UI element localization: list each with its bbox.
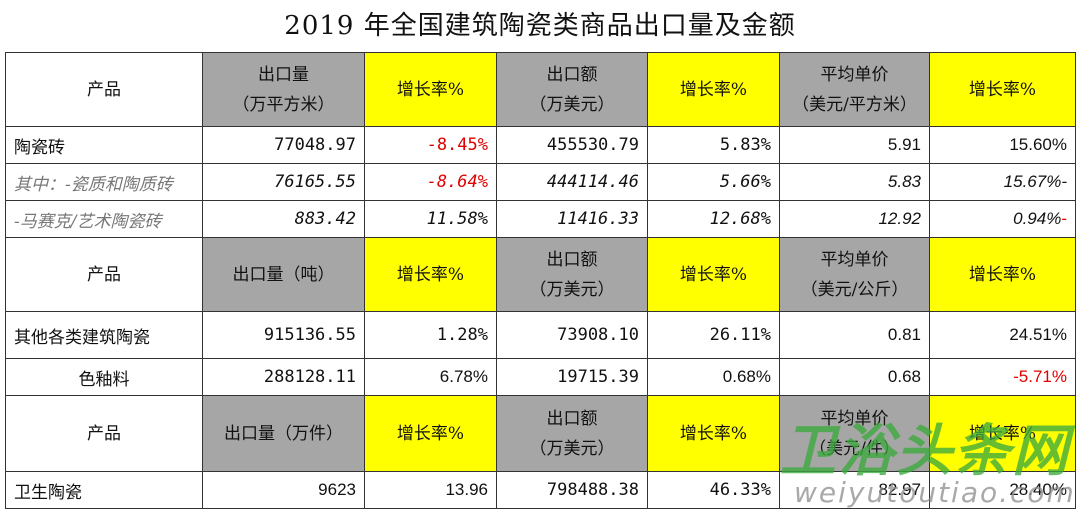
row-label: 其他各类建筑陶瓷 (5, 311, 203, 359)
cell-price-growth: -5.71% (929, 358, 1076, 396)
cell-qty: 76165.55 (202, 163, 365, 201)
header-price-growth: 增长率% (929, 52, 1076, 127)
cell-amount: 11416.33 (496, 200, 648, 238)
header-product: 产品 (5, 237, 203, 312)
cell-amount-growth: 0.68% (647, 358, 780, 396)
header-avg-price: 平均单价 （美元/公斤） (779, 237, 930, 312)
cell-price-growth: 0.94%- (929, 200, 1076, 238)
cell-amount: 19715.39 (496, 358, 648, 396)
table-row: 其中：-瓷质和陶质砖 76165.55 -8.64% 444114.46 5.6… (5, 163, 1076, 201)
header-product: 产品 (5, 395, 203, 472)
section2-header-row: 产品 出口量（吨） 增长率% 出口额 （万美元） 增长率% 平均单价 （美元/公斤）… (5, 237, 1076, 312)
header-amount-growth: 增长率% (647, 52, 780, 127)
row-label: 其中：-瓷质和陶质砖 (5, 163, 203, 201)
header-avg-price: 平均单价 （美元/平方米） (779, 52, 930, 127)
header-price-growth: 增长率% (929, 395, 1076, 472)
cell-price-growth: 15.67%- (929, 163, 1076, 201)
cell-amount-growth: 12.68% (647, 200, 780, 238)
cell-qty-growth: -8.45% (364, 126, 497, 164)
header-export-amount: 出口额 （万美元） (496, 237, 648, 312)
cell-price: 5.91 (779, 126, 930, 164)
table-row: 色釉料 288128.11 6.78% 19715.39 0.68% 0.68 … (5, 358, 1076, 396)
table-row: 卫生陶瓷 9623 13.96 798488.38 46.33% 82.97 2… (5, 471, 1076, 509)
cell-qty-growth: 1.28% (364, 311, 497, 359)
row-label: 色釉料 (5, 358, 203, 396)
cell-amount: 73908.10 (496, 311, 648, 359)
cell-qty: 915136.55 (202, 311, 365, 359)
header-price-growth: 增长率% (929, 237, 1076, 312)
header-export-amount: 出口额 （万美元） (496, 395, 648, 472)
trailing-dash: - (1061, 172, 1067, 191)
cell-price: 0.68 (779, 358, 930, 396)
cell-amount: 798488.38 (496, 471, 648, 509)
cell-price-growth: 24.51% (929, 311, 1076, 359)
cell-qty: 883.42 (202, 200, 365, 238)
cell-qty-growth: 11.58% (364, 200, 497, 238)
row-label: 陶瓷砖 (5, 126, 203, 164)
header-export-qty: 出口量 （万平方米） (202, 52, 365, 127)
header-export-qty: 出口量（万件） (202, 395, 365, 472)
cell-amount: 444114.46 (496, 163, 648, 201)
cell-price-growth: 28.40% (929, 471, 1076, 509)
cell-qty-growth: 6.78% (364, 358, 497, 396)
table-row: 其他各类建筑陶瓷 915136.55 1.28% 73908.10 26.11%… (5, 311, 1076, 359)
cell-amount-growth: 5.66% (647, 163, 780, 201)
section1-header-row: 产品 出口量 （万平方米） 增长率% 出口额 （万美元） 增长率% 平均单价 （美元/… (5, 52, 1076, 127)
header-qty-growth: 增长率% (364, 395, 497, 472)
export-table: 产品 出口量 （万平方米） 增长率% 出口额 （万美元） 增长率% 平均单价 （美元/… (5, 52, 1076, 509)
header-product: 产品 (5, 52, 203, 127)
header-qty-growth: 增长率% (364, 52, 497, 127)
table-row: 陶瓷砖 77048.97 -8.45% 455530.79 5.83% 5.91… (5, 126, 1076, 164)
cell-amount-growth: 26.11% (647, 311, 780, 359)
row-label: 卫生陶瓷 (5, 471, 203, 509)
header-qty-growth: 增长率% (364, 237, 497, 312)
cell-amount-growth: 46.33% (647, 471, 780, 509)
row-label: -马赛克/艺术陶瓷砖 (5, 200, 203, 238)
cell-price: 0.81 (779, 311, 930, 359)
section3-header-row: 产品 出口量（万件） 增长率% 出口额 （万美元） 增长率% 平均单价 （美元/件）… (5, 395, 1076, 472)
header-export-amount: 出口额 （万美元） (496, 52, 648, 127)
cell-qty-growth: -8.64% (364, 163, 497, 201)
cell-qty: 288128.11 (202, 358, 365, 396)
cell-qty: 9623 (202, 471, 365, 509)
header-avg-price: 平均单价 （美元/件） (779, 395, 930, 472)
header-amount-growth: 增长率% (647, 237, 780, 312)
table-title: 2019 年全国建筑陶瓷类商品出口量及金额 (284, 11, 796, 41)
table-row: -马赛克/艺术陶瓷砖 883.42 11.58% 11416.33 12.68%… (5, 200, 1076, 238)
header-export-qty: 出口量（吨） (202, 237, 365, 312)
cell-qty: 77048.97 (202, 126, 365, 164)
cell-qty-growth: 13.96 (364, 471, 497, 509)
cell-price: 12.92 (779, 200, 930, 238)
cell-amount: 455530.79 (496, 126, 648, 164)
cell-price-growth: 15.60% (929, 126, 1076, 164)
header-amount-growth: 增长率% (647, 395, 780, 472)
trailing-dash: - (1061, 209, 1067, 228)
cell-price: 82.97 (779, 471, 930, 509)
cell-amount-growth: 5.83% (647, 126, 780, 164)
cell-price: 5.83 (779, 163, 930, 201)
